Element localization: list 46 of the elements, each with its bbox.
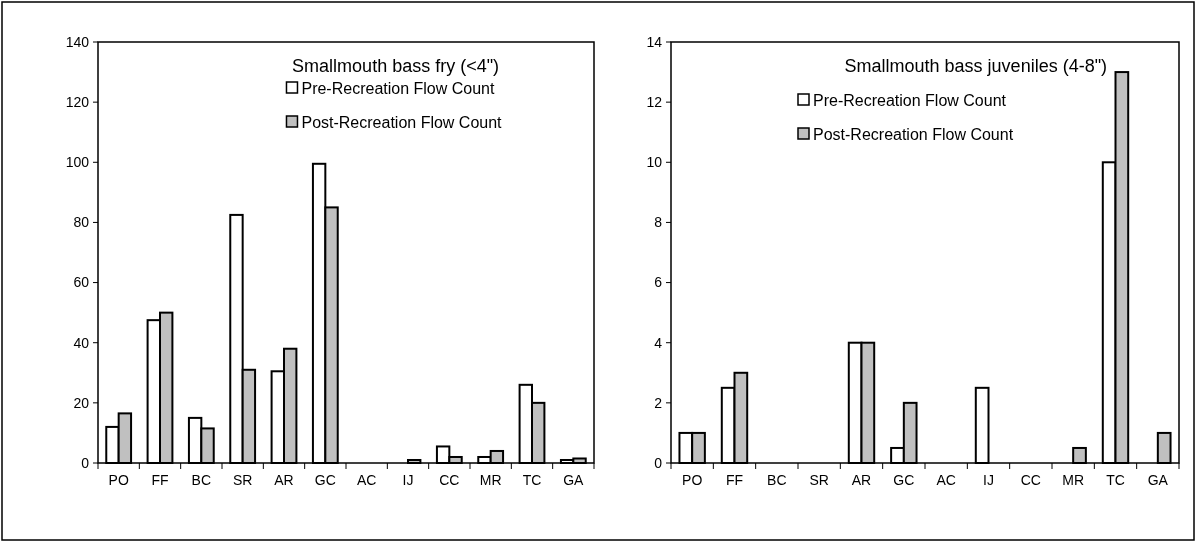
x-tick-label: TC [522, 472, 542, 488]
x-tick-label: BC [191, 472, 212, 488]
x-tick-label: GC [314, 472, 336, 488]
x-tick-label: IJ [402, 472, 414, 488]
legend-label: Pre-Recreation Flow Count [301, 79, 495, 97]
y-tick-label: 140 [65, 33, 90, 50]
y-tick-label: 4 [654, 334, 663, 351]
y-tick-label: 0 [81, 454, 90, 471]
y-tick-label: 100 [65, 154, 90, 171]
x-tick-label: AR [851, 472, 872, 488]
y-tick-label: 80 [73, 214, 90, 231]
x-tick-label: BC [767, 472, 787, 488]
y-tick-label: 60 [73, 274, 90, 291]
legend-label: Post-Recreation Flow Count [813, 125, 1014, 143]
x-tick-label: CC [439, 472, 460, 488]
x-tick-label: FF [151, 472, 169, 488]
x-tick-label: AC [936, 472, 956, 488]
x-tick-label: GC [893, 472, 915, 488]
text: Smallmouth bass fry (<4") [292, 56, 500, 76]
x-tick-label: PO [108, 472, 129, 488]
x-tick-label: SR [232, 472, 253, 488]
y-tick-label: 40 [73, 334, 90, 351]
y-tick-label: 6 [654, 274, 663, 291]
x-tick-label: GA [563, 472, 585, 488]
x-tick-label: AC [356, 472, 377, 488]
x-tick-label: FF [725, 472, 744, 488]
x-tick-label: MR [479, 472, 502, 488]
x-tick-label: TC [1106, 472, 1125, 488]
y-tick-label: 0 [654, 454, 663, 471]
y-tick-label: 14 [646, 33, 663, 50]
text: Smallmouth bass juveniles (4-8") [844, 56, 1108, 76]
x-tick-label: PO [682, 472, 703, 488]
y-tick-label: 12 [646, 94, 663, 111]
y-tick-label: 20 [73, 394, 90, 411]
x-tick-label: CC [1020, 472, 1041, 488]
legend-label: Post-Recreation Flow Count [301, 113, 503, 131]
y-tick-label: 10 [646, 154, 663, 171]
x-tick-label: SR [809, 472, 829, 488]
x-tick-label: MR [1062, 472, 1085, 488]
y-tick-label: 8 [654, 214, 663, 231]
x-tick-label: AR [274, 472, 294, 488]
x-tick-label: IJ [983, 472, 994, 488]
y-tick-label: 120 [65, 94, 90, 111]
x-tick-label: GA [1147, 472, 1169, 488]
y-tick-label: 2 [654, 394, 663, 411]
legend-label: Pre-Recreation Flow Count [813, 91, 1007, 109]
